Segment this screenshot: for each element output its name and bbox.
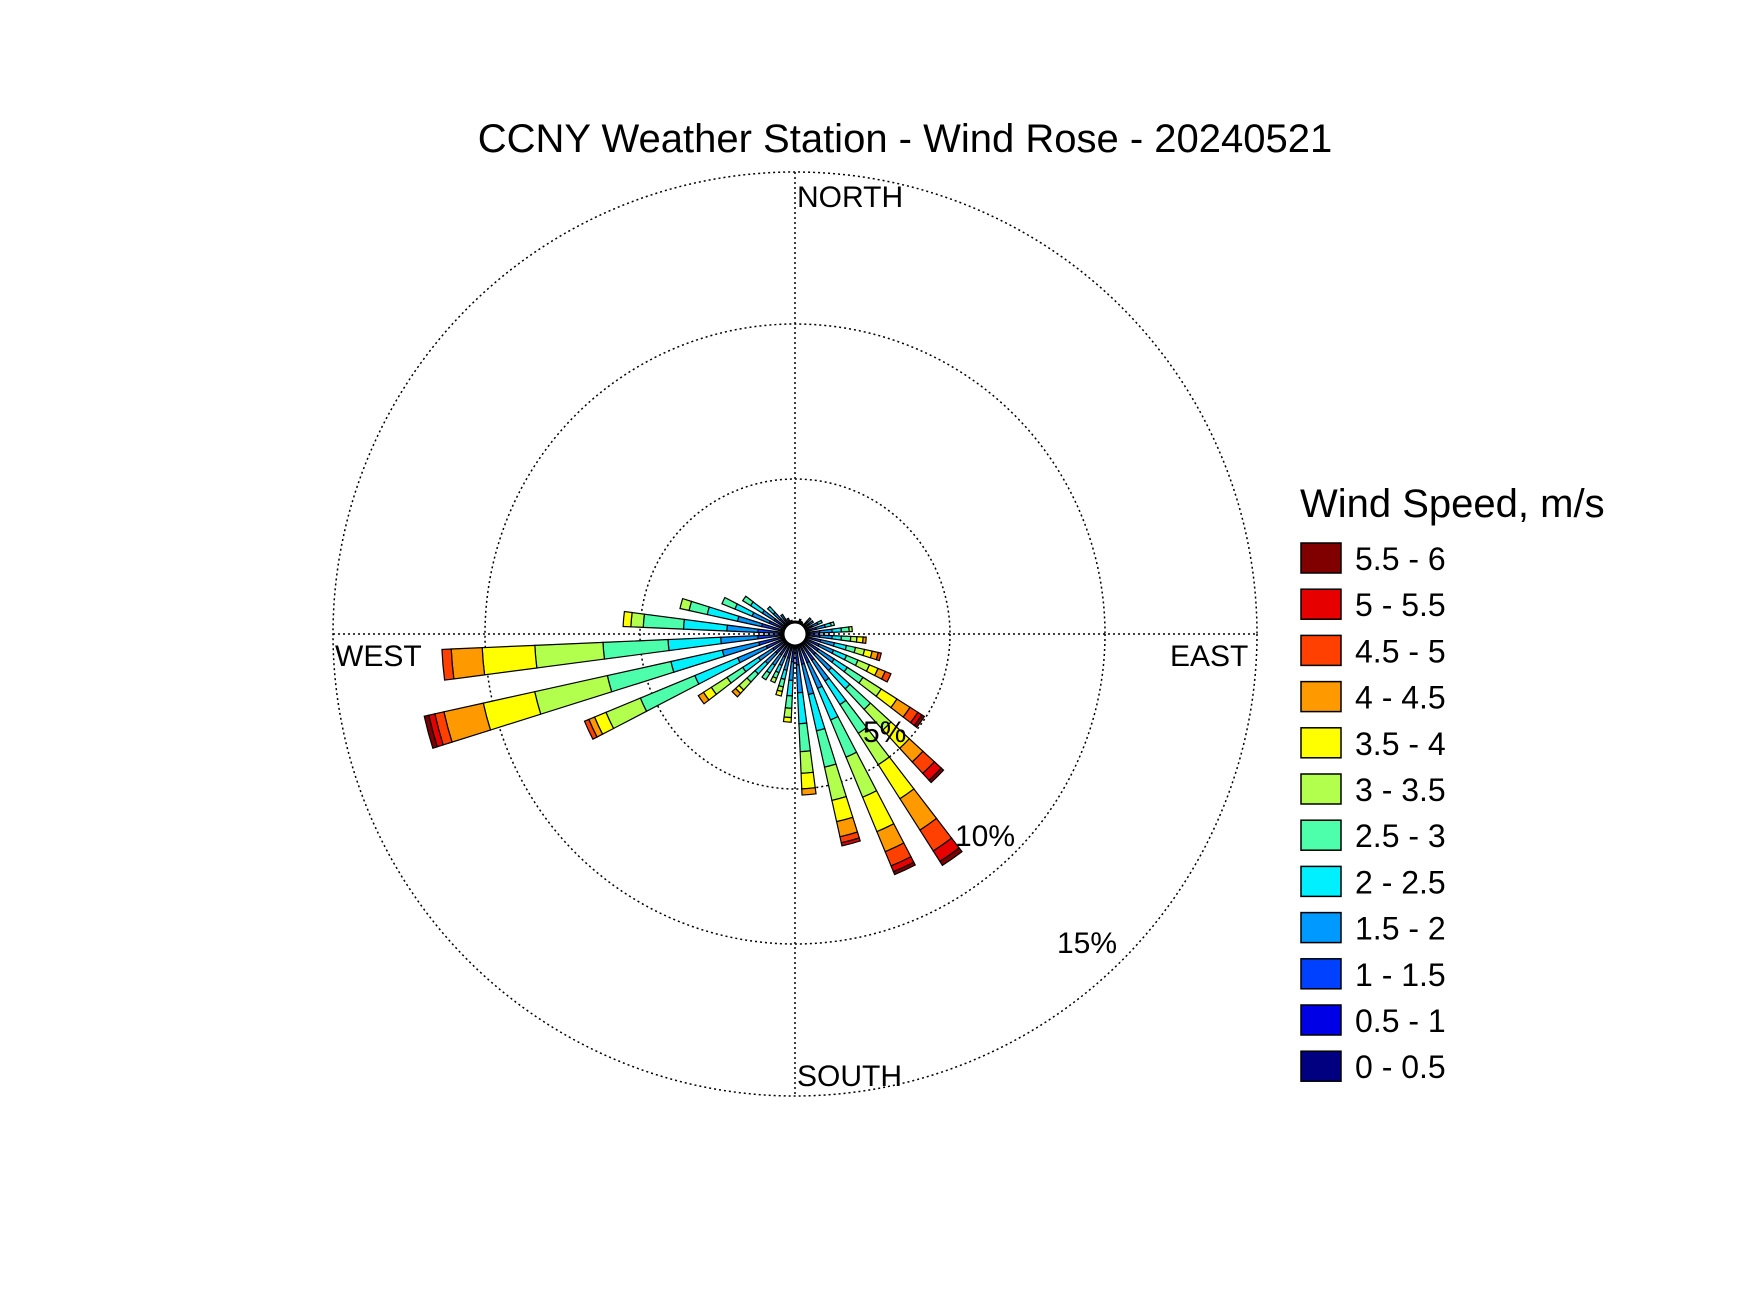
bar-segment-115deg-bin9 <box>880 670 892 683</box>
chart-title: CCNY Weather Station - Wind Rose - 20240… <box>478 117 1333 161</box>
bar-segment-95deg-bin8 <box>861 636 867 644</box>
legend-label: 0 - 0.5 <box>1355 1049 1446 1085</box>
bar-segment-145deg-bin11 <box>939 847 963 867</box>
bar-segment-215deg-bin5 <box>761 670 771 681</box>
legend-swatch <box>1300 727 1342 759</box>
legend-swatch <box>1300 588 1342 620</box>
bar-segment-205deg-bin6 <box>769 675 778 684</box>
legend-title: Wind Speed, m/s <box>1300 482 1605 526</box>
bar-segment-335deg-bin3 <box>786 617 791 623</box>
ring-label-10: 10% <box>955 820 1015 853</box>
legend-label: 3.5 - 4 <box>1355 726 1446 762</box>
ring-label-15: 15% <box>1057 927 1117 960</box>
legend-swatch <box>1300 680 1342 713</box>
bar-segment-125deg-bin11 <box>913 713 926 729</box>
legend-swatch <box>1300 542 1342 574</box>
bar-segment-225deg-bin8 <box>731 687 742 698</box>
legend-label: 1.5 - 2 <box>1355 911 1446 947</box>
bar-segment-55deg-bin3 <box>807 619 815 626</box>
bar-segment-255deg-bin11 <box>423 714 439 749</box>
legend-label: 2 - 2.5 <box>1355 864 1446 900</box>
legend-label: 2.5 - 3 <box>1355 818 1446 854</box>
bar-segment-185deg-bin5 <box>784 694 793 709</box>
bar-segment-105deg-bin9 <box>875 651 882 662</box>
bar-segment-175deg-bin7 <box>800 771 816 790</box>
bar-segment-195deg-bin7 <box>775 689 783 697</box>
legend-label: 4 - 4.5 <box>1355 680 1446 716</box>
bar-segment-85deg-bin4 <box>831 627 843 634</box>
bar-segment-285deg-bin6 <box>679 597 693 612</box>
legend-label: 1 - 1.5 <box>1355 957 1446 993</box>
bar-segment-275deg-bin7 <box>622 610 633 628</box>
bar-segment-65deg-bin4 <box>816 619 823 626</box>
bar-segment-85deg-bin5 <box>840 626 850 633</box>
bar-segment-265deg-bin9 <box>441 648 455 681</box>
legend-swatch <box>1300 911 1342 944</box>
legend-swatch <box>1300 1050 1342 1082</box>
bar-segment-265deg-bin8 <box>450 647 486 680</box>
legend-label: 0.5 - 1 <box>1355 1003 1446 1039</box>
calm-circle <box>781 620 809 648</box>
direction-label-south: SOUTH <box>797 1060 902 1093</box>
legend-swatch <box>1300 634 1342 667</box>
legend: Wind Speed, m/s 5.5 - 6 5 - 5.5 4.5 - 5 4 -… <box>1300 482 1605 1085</box>
legend-label: 5 - 5.5 <box>1355 587 1446 623</box>
legend-swatch <box>1300 819 1342 851</box>
bar-segment-165deg-bin10 <box>840 837 862 847</box>
bar-segment-95deg-bin4 <box>831 634 843 641</box>
legend-label: 4.5 - 5 <box>1355 633 1446 669</box>
bar-segment-245deg-bin9 <box>583 718 598 741</box>
direction-label-west: WEST <box>335 640 422 673</box>
bar-segment-175deg-bin6 <box>799 750 814 774</box>
bar-segment-275deg-bin6 <box>630 611 646 628</box>
bar-segment-45deg-bin3 <box>805 617 812 624</box>
bar-segment-185deg-bin6 <box>783 707 793 719</box>
legend-swatch <box>1300 865 1342 898</box>
bar-segment-295deg-bin5 <box>721 596 739 610</box>
bar-segment-325deg-bin3 <box>780 613 787 622</box>
bar-segment-315deg-bin4 <box>766 605 776 615</box>
bar-segment-75deg-bin5 <box>829 621 836 627</box>
bar-segment-305deg-bin5 <box>741 595 755 607</box>
bar-segment-135deg-bin11 <box>928 767 945 784</box>
legend-items: 5.5 - 6 5 - 5.5 4.5 - 5 4 - 4.5 3.5 - 4 3 - 3… <box>1300 541 1446 1085</box>
bar-segment-155deg-bin11 <box>892 861 917 876</box>
bar-segment-20deg-bin3 <box>798 618 802 622</box>
legend-label: 3 - 3.5 <box>1355 772 1446 808</box>
bar-segment-85deg-bin6 <box>848 625 853 633</box>
bar-segment-175deg-bin8 <box>801 786 817 796</box>
legend-swatch <box>1300 773 1342 805</box>
legend-label: 5.5 - 6 <box>1355 541 1446 577</box>
direction-label-east: EAST <box>1170 640 1248 673</box>
legend-swatch <box>1300 1004 1342 1036</box>
direction-label-north: NORTH <box>797 181 903 214</box>
bar-segment-95deg-bin5 <box>840 635 852 642</box>
bar-segment-235deg-bin8 <box>697 691 710 705</box>
ring-label-5: 5% <box>863 716 906 749</box>
bar-segment-185deg-bin7 <box>782 716 792 723</box>
bar-segment-95deg-bin6 <box>849 635 858 643</box>
legend-swatch <box>1300 958 1342 990</box>
